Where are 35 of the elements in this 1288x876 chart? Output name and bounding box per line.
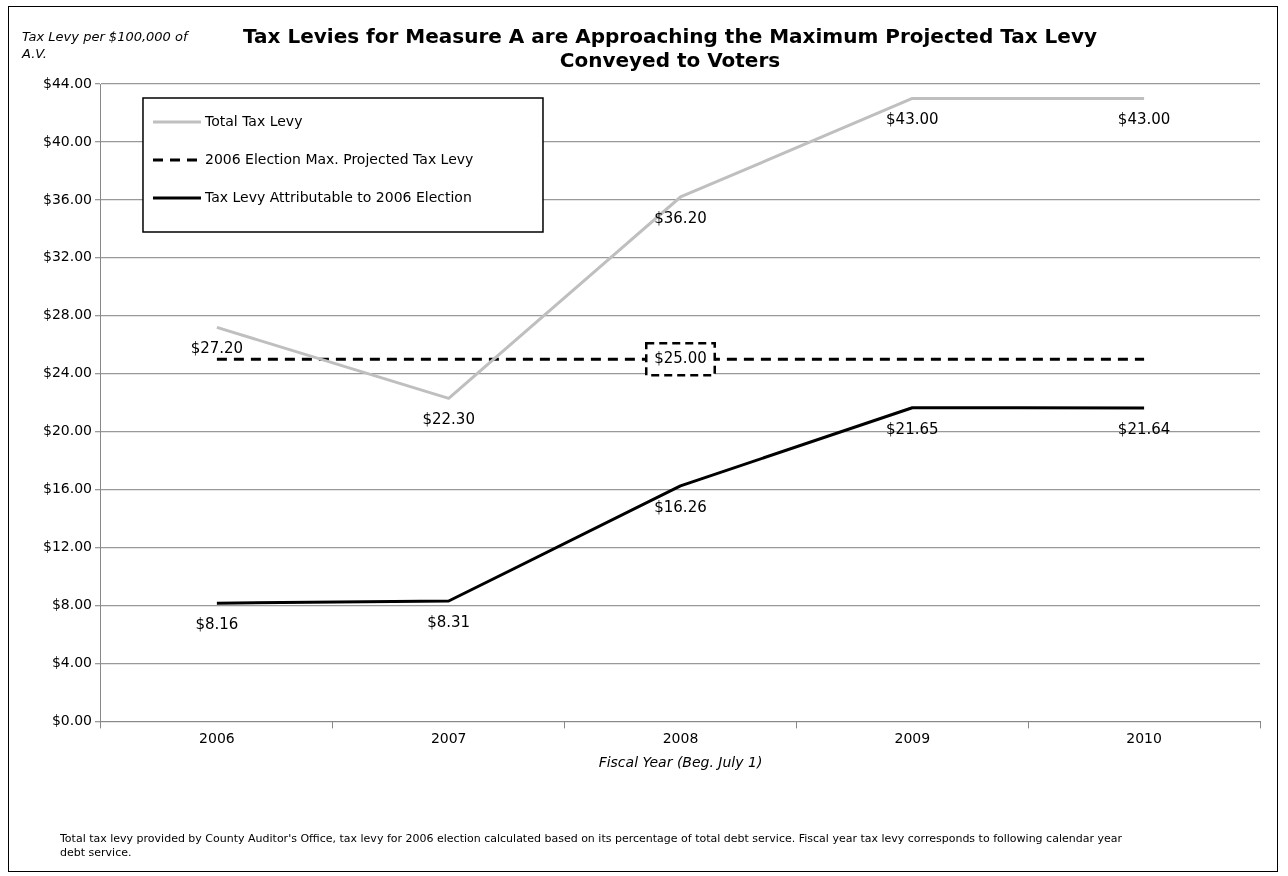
y-tick-label: $16.00 (42, 480, 92, 497)
x-tick-label: 2007 (430, 730, 467, 747)
y-tick-label: $24.00 (42, 364, 92, 381)
legend-label: 2006 Election Max. Projected Tax Levy (204, 150, 474, 167)
data-label: $22.30 (422, 410, 475, 429)
data-label: $27.20 (190, 339, 244, 358)
data-label: $43.00 (886, 110, 939, 129)
x-tick-label: 2010 (1126, 730, 1162, 747)
x-tick-label: 2008 (662, 730, 699, 747)
data-label: $16.26 (654, 497, 707, 516)
x-tick-label: 2006 (199, 730, 235, 747)
y-axis-title: Tax Levy per $100,000 of A.V. (22, 28, 190, 62)
text: Total tax levy provided by County Auditor's Office, tax levy for 2006 election calculated based on its percentage of total debt service. Fiscal year tax levy corresponds to following calendar year debt service. (60, 832, 1123, 860)
data-label: $21.64 (1117, 419, 1171, 438)
y-tick-label: $4.00 (51, 654, 92, 671)
y-tick-label: $44.00 (42, 74, 92, 91)
y-tick-label: $32.00 (42, 248, 92, 265)
y-tick-label: $20.00 (42, 422, 92, 439)
data-label: $8.31 (427, 612, 471, 631)
chart-title: Tax Levies for Measure A are Approaching the Maximum Projected Tax Levy Conveyed to Voters (242, 24, 1098, 72)
data-label: $8.16 (195, 615, 239, 634)
data-label: $43.00 (1117, 110, 1171, 129)
y-tick-label: $28.00 (42, 306, 92, 323)
data-label: $36.20 (654, 208, 707, 227)
y-tick-label: $36.00 (42, 190, 92, 207)
legend-label: Tax Levy Attributable to 2006 Election (203, 188, 472, 205)
data-label: $21.65 (886, 419, 939, 438)
x-tick-label: 2009 (894, 730, 931, 747)
y-tick-label: $0.00 (51, 712, 92, 729)
y-tick-label: $8.00 (51, 596, 92, 613)
data-label: $25.00 (654, 349, 707, 368)
y-tick-label: $40.00 (42, 132, 92, 149)
legend-label: Total Tax Levy (203, 112, 303, 129)
x-axis-title: Fiscal Year (Beg. July 1) (598, 754, 763, 771)
y-tick-label: $12.00 (42, 538, 92, 555)
